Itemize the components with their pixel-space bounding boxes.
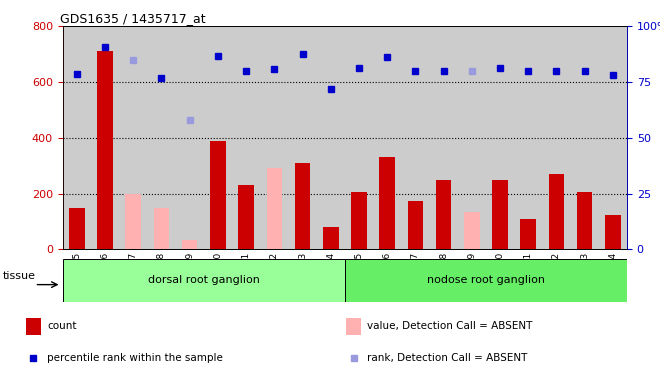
Bar xyxy=(605,214,620,249)
Bar xyxy=(543,26,570,249)
Bar xyxy=(548,174,564,249)
Bar xyxy=(147,26,176,249)
Bar xyxy=(323,227,339,249)
Bar xyxy=(346,318,361,334)
Bar xyxy=(436,180,451,249)
Bar xyxy=(232,26,260,249)
Bar xyxy=(570,26,599,249)
Bar xyxy=(430,26,458,249)
Bar xyxy=(210,141,226,249)
Bar xyxy=(119,26,147,249)
Bar xyxy=(492,180,508,249)
Bar xyxy=(182,240,197,249)
Text: dorsal root ganglion: dorsal root ganglion xyxy=(148,275,260,285)
Bar xyxy=(486,26,514,249)
Bar xyxy=(260,26,288,249)
Bar xyxy=(267,168,282,249)
Bar xyxy=(521,219,536,249)
Bar xyxy=(238,185,254,249)
Bar xyxy=(373,26,401,249)
Text: rank, Detection Call = ABSENT: rank, Detection Call = ABSENT xyxy=(367,353,527,363)
Bar xyxy=(458,26,486,249)
Bar xyxy=(69,207,84,249)
Bar xyxy=(345,26,373,249)
Bar xyxy=(295,163,310,249)
Text: tissue: tissue xyxy=(3,271,36,281)
Bar xyxy=(63,26,91,249)
Text: value, Detection Call = ABSENT: value, Detection Call = ABSENT xyxy=(367,321,533,332)
Bar xyxy=(379,158,395,249)
Bar xyxy=(317,26,345,249)
Bar xyxy=(91,26,119,249)
FancyBboxPatch shape xyxy=(345,259,627,302)
Bar xyxy=(26,318,40,334)
Text: nodose root ganglion: nodose root ganglion xyxy=(427,275,545,285)
Bar xyxy=(577,192,593,249)
Bar xyxy=(176,26,204,249)
Bar xyxy=(288,26,317,249)
Bar xyxy=(154,207,169,249)
Text: percentile rank within the sample: percentile rank within the sample xyxy=(47,353,223,363)
Bar xyxy=(351,192,367,249)
Bar xyxy=(599,26,627,249)
Bar xyxy=(125,194,141,249)
Bar xyxy=(464,212,480,249)
Bar xyxy=(204,26,232,249)
Bar xyxy=(401,26,430,249)
FancyBboxPatch shape xyxy=(63,259,345,302)
Text: GDS1635 / 1435717_at: GDS1635 / 1435717_at xyxy=(60,12,205,25)
Text: count: count xyxy=(47,321,77,332)
Bar xyxy=(514,26,543,249)
Bar xyxy=(97,51,113,249)
Bar xyxy=(408,201,423,249)
